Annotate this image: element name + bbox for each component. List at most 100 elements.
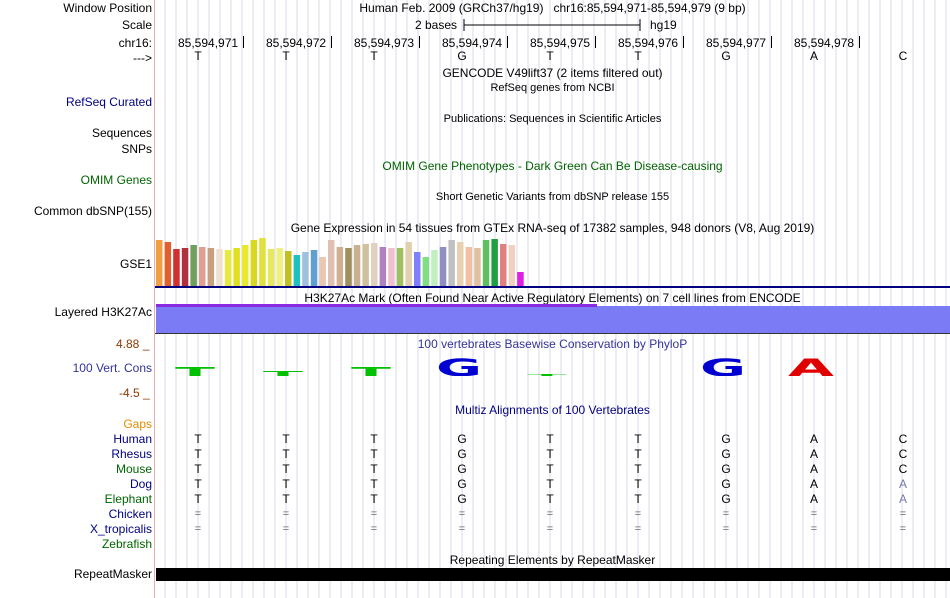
gtex-bar <box>371 243 378 286</box>
gtex-bar <box>276 248 283 286</box>
gtex-bar <box>362 244 369 286</box>
reference-base: G <box>721 49 731 63</box>
species-label[interactable]: X_tropicalis <box>89 522 152 536</box>
alignment-base: T <box>370 432 378 446</box>
alignment-base: = <box>810 508 818 520</box>
position-tick-label: 85,594,975 <box>530 36 591 50</box>
alignment-base: = <box>634 508 642 520</box>
gtex-bar <box>250 240 258 286</box>
h3k27ac-title[interactable]: H3K27Ac Mark (Often Found Near Active Re… <box>304 291 801 305</box>
alignment-base: A <box>898 477 907 491</box>
refseq-subtitle: RefSeq genes from NCBI <box>490 82 615 94</box>
species-label[interactable]: Chicken <box>108 507 152 521</box>
scale-label[interactable]: Scale <box>121 18 152 32</box>
gtex-bar <box>310 250 318 286</box>
gtex-bar <box>388 248 395 286</box>
position-tick-label: 85,594,978 <box>794 36 855 50</box>
species-label[interactable]: Dog <box>129 477 152 491</box>
gtex-bar <box>414 252 421 286</box>
position-tick <box>243 36 244 48</box>
species-label[interactable]: Human <box>113 432 152 446</box>
dbsnp-title[interactable]: Short Genetic Variants from dbSNP releas… <box>435 191 670 203</box>
conservation-letter-glyph: G <box>436 358 482 376</box>
reference-base: A <box>809 49 818 63</box>
publications-title[interactable]: Publications: Sequences in Scientific Ar… <box>443 113 662 125</box>
alignment-base: G <box>457 462 467 476</box>
alignment-base: T <box>634 477 642 491</box>
window-position-label[interactable]: Window Position <box>63 1 152 15</box>
alignment-base: T <box>282 477 290 491</box>
window-position-text: Human Feb. 2009 (GRCh37/hg19) chr16:85,5… <box>359 1 746 15</box>
alignment-base: T <box>634 462 642 476</box>
gtex-bar <box>431 250 438 286</box>
alignment-base: = <box>546 508 554 520</box>
conservation-letter-glyph: T <box>175 367 215 376</box>
species-label[interactable]: Mouse <box>115 462 152 476</box>
gtex-bar <box>242 245 249 286</box>
refseq-curated-label[interactable]: RefSeq Curated <box>65 95 152 109</box>
position-tick <box>859 36 860 48</box>
sequences-label[interactable]: Sequences <box>91 126 152 140</box>
conservation-letter: T <box>351 367 391 376</box>
100-vert-cons-label[interactable]: 100 Vert. Cons <box>72 361 152 375</box>
omim-title[interactable]: OMIM Gene Phenotypes - Dark Green Can Be… <box>382 159 723 173</box>
alignment-base: T <box>634 432 642 446</box>
species-label[interactable]: Elephant <box>104 492 152 506</box>
alignment-base: = <box>899 523 907 535</box>
gtex-bar <box>422 257 430 286</box>
gtex-bar <box>474 248 481 286</box>
gtex-bar <box>379 247 387 286</box>
gencode-title[interactable]: GENCODE V49lift37 (2 items filtered out) <box>442 66 663 80</box>
alignment-base: A <box>809 477 818 491</box>
phylop-title[interactable]: 100 vertebrates Basewise Conservation by… <box>417 337 688 351</box>
alignment-base: T <box>194 477 202 491</box>
species-label[interactable]: Rhesus <box>111 447 152 461</box>
gtex-bar <box>491 239 498 286</box>
alignment-base: C <box>898 447 908 461</box>
alignment-base: = <box>282 508 290 520</box>
position-tick <box>507 36 508 48</box>
gtex-bar <box>319 257 326 286</box>
alignment-base: = <box>370 523 378 535</box>
repeatmasker-bar[interactable] <box>156 568 950 581</box>
reference-base: G <box>457 49 467 63</box>
alignment-base: G <box>721 462 731 476</box>
h3k27ac-baseline <box>155 333 950 334</box>
reference-base: T <box>194 49 202 63</box>
gtex-bar <box>500 244 507 286</box>
h3k27ac-signal[interactable] <box>156 306 950 333</box>
chrom-label[interactable]: chr16: <box>118 36 152 50</box>
repeatmasker-title[interactable]: Repeating Elements by RepeatMasker <box>449 553 656 567</box>
repeatmasker-label[interactable]: RepeatMasker <box>73 567 152 581</box>
species-label[interactable]: Zebrafish <box>101 537 152 551</box>
gtex-bar <box>517 272 524 286</box>
gtex-title[interactable]: Gene Expression in 54 tissues from GTEx … <box>290 221 815 235</box>
alignment-base: = <box>282 523 290 535</box>
position-tick <box>331 36 332 48</box>
alignment-base: T <box>370 477 378 491</box>
alignment-base: T <box>282 492 290 506</box>
gtex-bar <box>199 247 206 286</box>
omim-genes-label[interactable]: OMIM Genes <box>80 173 152 187</box>
alignment-base: C <box>898 462 908 476</box>
gtex-bar <box>156 240 163 286</box>
gtex-bar <box>259 238 266 286</box>
snps-label[interactable]: SNPs <box>121 142 152 156</box>
alignment-base: = <box>458 508 466 520</box>
alignment-base: T <box>194 432 202 446</box>
alignment-base: = <box>546 523 554 535</box>
alignment-base: A <box>809 447 818 461</box>
gtex-expression-bars[interactable] <box>155 237 535 287</box>
common-dbsnp-label[interactable]: Common dbSNP(155) <box>33 204 152 218</box>
gse1-label[interactable]: GSE1 <box>119 257 152 271</box>
reference-base: T <box>546 49 554 63</box>
multiz-title[interactable]: Multiz Alignments of 100 Vertebrates <box>455 403 650 417</box>
scale-assembly: hg19 <box>650 18 677 32</box>
layered-h3k27ac-label[interactable]: Layered H3K27Ac <box>54 305 152 319</box>
position-tick-label: 85,594,974 <box>442 36 503 50</box>
gtex-bar <box>285 251 292 286</box>
h3k27ac-peak-line <box>156 304 597 307</box>
alignment-base: = <box>458 523 466 535</box>
alignment-base: T <box>370 462 378 476</box>
